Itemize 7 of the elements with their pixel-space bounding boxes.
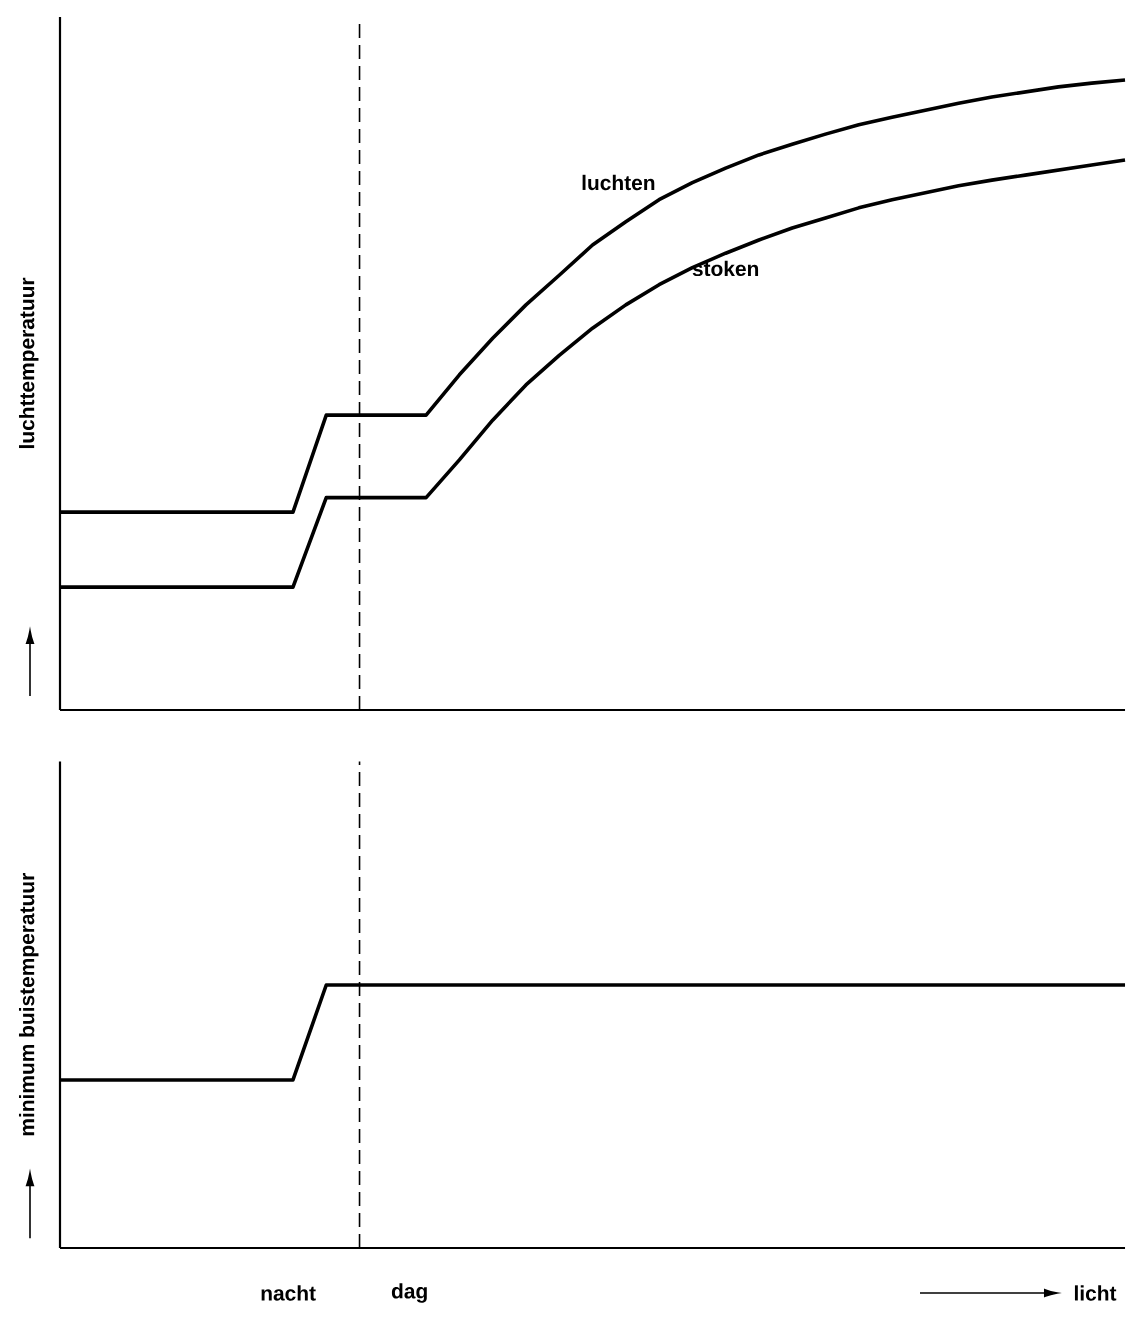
- series-label: stoken: [692, 260, 759, 277]
- series-label: luchten: [582, 174, 655, 191]
- y-axis-title: minimum buistemperatuur: [18, 873, 39, 1136]
- text: dag: [391, 1283, 427, 1303]
- text: nacht: [261, 1285, 316, 1301]
- y-axis-title: luchttemperatuur: [18, 277, 39, 449]
- x-axis-title: licht: [1074, 1285, 1117, 1301]
